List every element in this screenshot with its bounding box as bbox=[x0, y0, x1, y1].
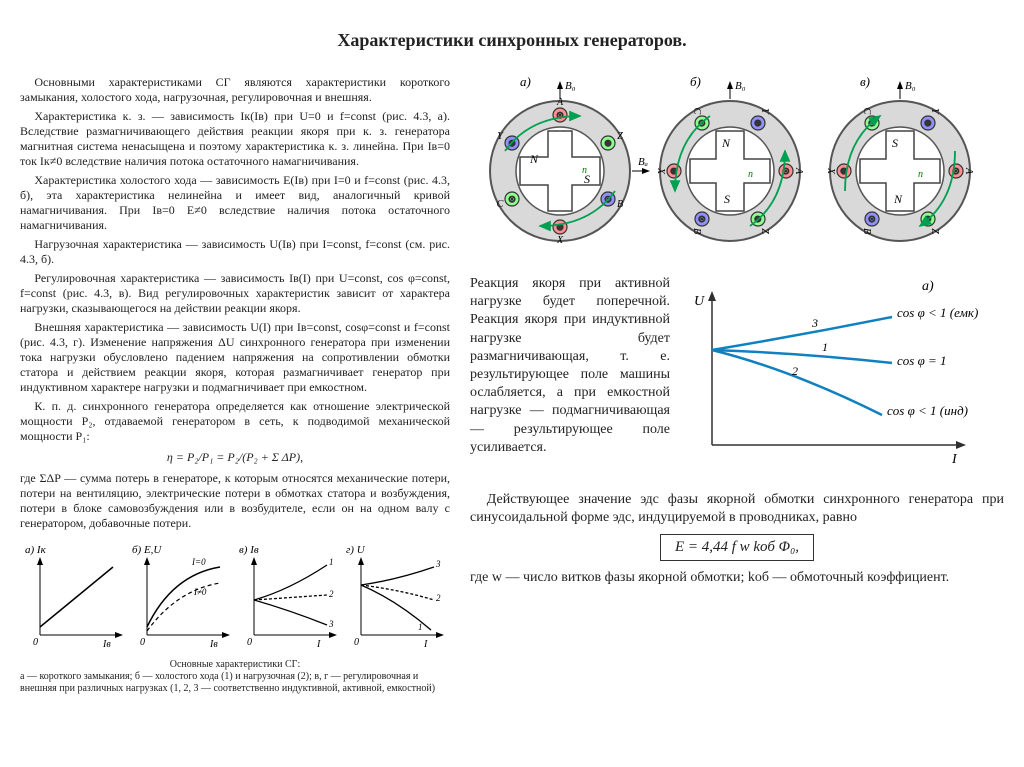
svg-text:cos φ = 1: cos φ = 1 bbox=[897, 353, 947, 368]
emf-formula-wrap: E = 4,44 f w kоб Φ₀, bbox=[470, 534, 1004, 561]
svg-text:I: I bbox=[423, 639, 428, 650]
rotor-diagrams: ⊙ ⊗ ⊙ ⊗ ⊙ ⊗ A Z B X C Y bbox=[470, 71, 990, 261]
svg-text:I: I bbox=[951, 452, 958, 467]
emf-para: Действующее значение эдс фазы якорной об… bbox=[470, 491, 1004, 526]
svg-text:n: n bbox=[748, 169, 753, 180]
para-4: Нагрузочная характеристика — зависимость… bbox=[20, 237, 450, 267]
svg-text:S: S bbox=[724, 192, 730, 206]
main-columns: Основными характеристиками СГ являются х… bbox=[20, 71, 1004, 695]
where-para: где w — число витков фазы якорной обмотк… bbox=[470, 569, 1004, 587]
small-charts: а) Iк 0 Iв б) E,U I=0 I≠0 0 bbox=[20, 535, 450, 655]
svg-text:г) U: г) U bbox=[346, 544, 366, 556]
svg-text:3: 3 bbox=[811, 316, 818, 330]
svg-text:Iв: Iв bbox=[209, 639, 218, 650]
para-1: Основными характеристиками СГ являются х… bbox=[20, 75, 450, 105]
svg-text:0: 0 bbox=[140, 637, 145, 648]
para-2: Характеристика к. з. — зависимость Iк(Iв… bbox=[20, 109, 450, 169]
svg-text:B₀: B₀ bbox=[905, 80, 916, 92]
para-8: где ΣΔP — сумма потерь в генераторе, к к… bbox=[20, 471, 450, 531]
svg-text:2: 2 bbox=[329, 589, 334, 599]
svg-text:I=0: I=0 bbox=[191, 557, 206, 567]
svg-text:0: 0 bbox=[33, 637, 38, 648]
svg-text:I≠0: I≠0 bbox=[193, 587, 207, 597]
svg-text:n: n bbox=[918, 169, 923, 180]
svg-text:2: 2 bbox=[792, 364, 798, 378]
svg-text:1: 1 bbox=[329, 557, 334, 567]
svg-text:n: n bbox=[582, 165, 587, 176]
svg-text:в) Iв: в) Iв bbox=[239, 544, 259, 556]
para-5: Регулировочная характеристика — зависимо… bbox=[20, 271, 450, 316]
svg-text:б) E,U: б) E,U bbox=[132, 544, 162, 556]
svg-text:B₀: B₀ bbox=[565, 80, 576, 92]
small-charts-caption: Основные характеристики СГ: а — коротког… bbox=[20, 659, 450, 695]
svg-text:N: N bbox=[893, 192, 903, 206]
svg-text:U: U bbox=[694, 294, 705, 309]
svg-text:0: 0 bbox=[354, 637, 359, 648]
para-3: Характеристика холостого хода — зависимо… bbox=[20, 173, 450, 233]
svg-text:0: 0 bbox=[247, 637, 252, 648]
svg-text:1: 1 bbox=[822, 340, 828, 354]
formula-eta: η = P₂/P₁ = P₂/(P₂ + Σ ΔP), bbox=[20, 450, 450, 465]
svg-text:S: S bbox=[892, 136, 898, 150]
svg-text:cos φ < 1 (инд): cos φ < 1 (инд) bbox=[887, 403, 968, 418]
svg-text:N: N bbox=[529, 152, 539, 166]
reaction-para: Реакция якоря при активной нагрузке буде… bbox=[470, 275, 670, 457]
svg-text:Iв: Iв bbox=[102, 639, 111, 650]
svg-text:3: 3 bbox=[435, 559, 441, 569]
svg-text:а): а) bbox=[520, 74, 531, 89]
svg-text:3: 3 bbox=[328, 619, 334, 629]
right-column: ⊙ ⊗ ⊙ ⊗ ⊙ ⊗ A Z B X C Y bbox=[470, 71, 1004, 591]
svg-text:а): а) bbox=[922, 279, 934, 294]
svg-text:в): в) bbox=[860, 74, 870, 89]
svg-text:I: I bbox=[316, 639, 321, 650]
svg-text:1: 1 bbox=[418, 622, 423, 632]
emf-formula: E = 4,44 f w kоб Φ₀, bbox=[660, 534, 814, 561]
svg-text:Bₐ: Bₐ bbox=[638, 156, 648, 168]
page-title: Характеристики синхронных генераторов. bbox=[20, 30, 1004, 51]
external-chart: а) U I 3 cos φ < 1 (емк) 1 cos φ = 1 2 bbox=[682, 275, 982, 475]
para-6: Внешняя характеристика — зависимость U(I… bbox=[20, 320, 450, 395]
svg-text:б): б) bbox=[690, 74, 701, 89]
svg-text:cos φ < 1 (емк): cos φ < 1 (емк) bbox=[897, 305, 978, 320]
sc-a-ylabel: а) Iк bbox=[25, 544, 47, 556]
para-7: К. п. д. синхронного генератора определя… bbox=[20, 399, 450, 444]
svg-text:B₀: B₀ bbox=[735, 80, 746, 92]
svg-text:2: 2 bbox=[436, 593, 441, 603]
left-column: Основными характеристиками СГ являются х… bbox=[20, 71, 450, 695]
svg-text:N: N bbox=[721, 136, 731, 150]
